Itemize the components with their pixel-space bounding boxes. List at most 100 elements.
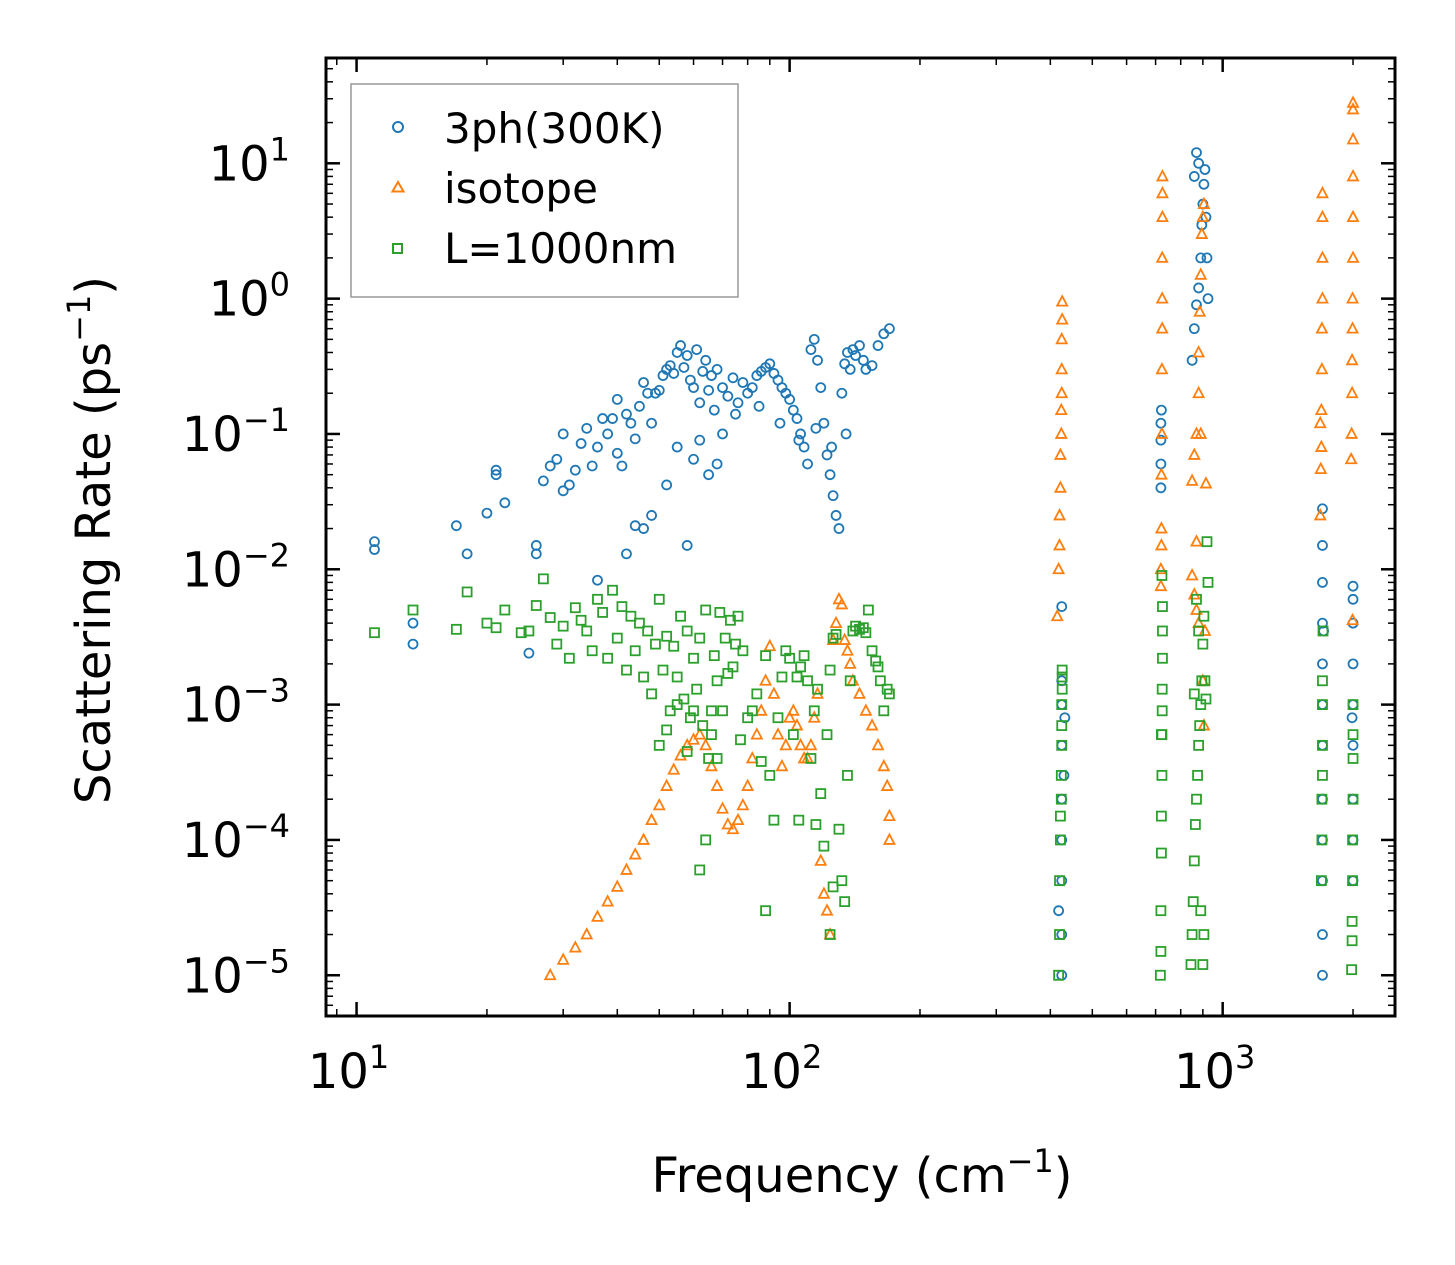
data-point-isotope: [667, 762, 681, 775]
data-point-boundary: [1188, 688, 1200, 700]
data-point-boundary: [592, 593, 603, 605]
data-point-boundary: [629, 645, 641, 657]
data-point-boundary: [1192, 769, 1203, 781]
data-point-boundary: [575, 614, 587, 626]
data-point-boundary: [1056, 683, 1068, 695]
y-tick-label: 10−5: [182, 942, 290, 1004]
data-point-3ph: [621, 548, 632, 560]
x-tick-label: 102: [741, 1038, 822, 1100]
y-tick-labels: 10−5 10−4 10−3 10−2 10−1 100 101: [182, 130, 290, 1004]
data-point-isotope: [1054, 426, 1068, 439]
data-point-isotope: [1314, 402, 1328, 416]
x-tick-label: 101: [308, 1038, 389, 1100]
data-point-boundary: [544, 612, 556, 623]
data-point-boundary: [621, 664, 632, 676]
data-point-isotope: [1055, 331, 1069, 345]
data-point-boundary: [450, 623, 462, 635]
data-point-boundary: [1053, 969, 1065, 981]
data-point-boundary: [1191, 593, 1202, 605]
data-point-isotope: [1155, 250, 1169, 263]
data-point-3ph: [810, 422, 822, 434]
y-tick-label: 10−2: [182, 536, 290, 598]
data-point-boundary: [1054, 929, 1065, 940]
data-point-boundary: [691, 683, 703, 695]
data-point-3ph: [805, 344, 817, 356]
data-point-boundary: [646, 688, 657, 700]
data-point-boundary: [678, 693, 690, 705]
data-point-boundary: [1155, 905, 1167, 917]
data-point-3ph: [802, 458, 813, 470]
data-point-boundary: [1202, 576, 1214, 588]
data-point-3ph: [793, 434, 805, 446]
data-point-3ph: [791, 413, 803, 424]
data-point-3ph: [830, 510, 842, 521]
data-point-boundary: [810, 819, 822, 830]
data-point-isotope: [721, 817, 735, 830]
data-point-isotope: [807, 710, 821, 723]
data-point-boundary: [700, 604, 712, 616]
data-point-isotope: [1155, 321, 1169, 334]
data-point-3ph: [727, 372, 739, 384]
data-point-isotope: [1315, 250, 1329, 263]
data-point-isotope: [1346, 209, 1360, 223]
data-point-boundary: [369, 627, 380, 639]
data-point-boundary: [746, 705, 758, 717]
data-point-boundary: [563, 652, 575, 664]
data-point-3ph: [1317, 617, 1328, 629]
data-point-boundary: [1186, 929, 1198, 940]
data-point-boundary: [664, 705, 676, 717]
data-point-isotope: [1155, 168, 1169, 182]
legend-label-isotope: isotope: [444, 164, 598, 213]
data-point-isotope: [741, 778, 755, 791]
data-point-3ph: [678, 362, 690, 373]
data-point-isotope: [783, 710, 797, 723]
data-point-3ph: [1202, 293, 1214, 305]
data-point-3ph: [1188, 171, 1200, 182]
data-point-isotope: [1345, 352, 1359, 366]
data-point-3ph: [1346, 712, 1358, 724]
data-point-boundary: [768, 814, 780, 826]
data-point-3ph: [1317, 929, 1328, 940]
data-point-boundary: [764, 769, 776, 781]
data-point-boundary: [1156, 769, 1168, 781]
data-point-3ph: [581, 422, 593, 434]
data-point-isotope: [1196, 209, 1210, 223]
data-point-isotope: [1315, 185, 1329, 199]
data-point-isotope: [628, 847, 642, 860]
data-point-3ph: [671, 441, 683, 453]
data-point-3ph: [1195, 252, 1207, 264]
data-point-boundary: [642, 625, 654, 637]
data-point-boundary: [830, 629, 842, 640]
data-point-boundary: [1154, 969, 1166, 981]
data-point-boundary: [824, 929, 836, 940]
data-point-boundary: [836, 875, 848, 887]
data-point-isotope: [1314, 439, 1328, 452]
data-point-3ph: [1317, 658, 1328, 670]
x-axis-label: Frequency (cm−1): [651, 1142, 1072, 1204]
data-point-isotope: [1053, 507, 1067, 521]
legend-box: [350, 83, 739, 298]
data-point-isotope: [1050, 608, 1064, 622]
data-point-boundary: [1317, 699, 1328, 711]
data-point-isotope: [1053, 480, 1067, 493]
data-point-3ph: [661, 479, 673, 491]
data-point-isotope: [1193, 304, 1207, 317]
data-point-isotope: [1154, 578, 1168, 592]
data-point-3ph: [764, 358, 776, 370]
data-point-boundary: [671, 671, 683, 683]
data-point-isotope: [1192, 345, 1206, 358]
data-point-boundary: [675, 610, 686, 622]
data-point-boundary: [557, 620, 569, 632]
data-point-boundary: [714, 607, 726, 618]
data-point-boundary: [1056, 664, 1068, 676]
data-point-boundary: [719, 632, 731, 644]
data-point-3ph: [833, 523, 845, 534]
data-point-3ph: [551, 453, 563, 465]
data-point-boundary: [772, 712, 784, 724]
data-point-isotope: [1346, 321, 1360, 334]
data-point-3ph: [681, 540, 693, 551]
data-point-3ph: [1347, 658, 1359, 670]
data-point-3ph: [1193, 282, 1205, 294]
data-point-3ph: [544, 460, 556, 472]
